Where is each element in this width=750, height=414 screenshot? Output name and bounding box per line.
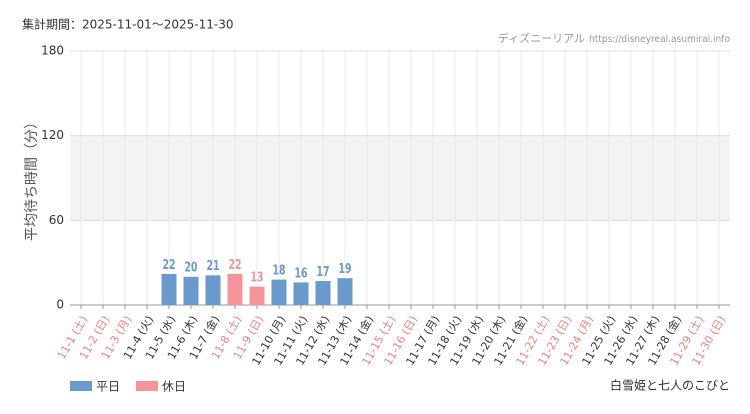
bar [161,273,177,305]
legend-label: 休日 [162,380,186,394]
bar [315,281,331,305]
y-tick-label: 0 [56,298,64,312]
value-label: 22 [228,257,241,272]
value-label: 22 [162,257,175,272]
bar [205,275,221,305]
shaded-band [70,135,730,221]
bar [293,282,309,305]
value-label: 19 [338,261,351,276]
value-label: 13 [250,269,263,284]
legend-label: 平日 [96,380,120,394]
source-url: https://disneyreal.asumirai.info [589,34,730,45]
y-axis-label: 平均待ち時間（分） [24,115,40,241]
legend-swatch [70,381,92,391]
source: ディズニーリアル [498,31,585,45]
bar [337,278,353,305]
caption: 白雪姫と七人のこびと [610,378,730,393]
value-label: 16 [294,265,307,280]
y-tick-label: 120 [41,128,64,142]
value-label: 21 [206,258,219,273]
bar [271,279,287,305]
legend-swatch [136,381,158,391]
value-label: 18 [272,262,285,277]
value-label: 17 [316,264,329,279]
bar [227,273,243,305]
legend: 平日 休日 [70,380,186,394]
bar [249,286,265,305]
period: 集計期間：2025-11-01～2025-11-30 [22,17,233,32]
y-tick-label: 60 [49,213,64,227]
value-label: 20 [184,259,197,274]
y-tick-label: 180 [41,44,64,58]
bar [183,276,199,305]
